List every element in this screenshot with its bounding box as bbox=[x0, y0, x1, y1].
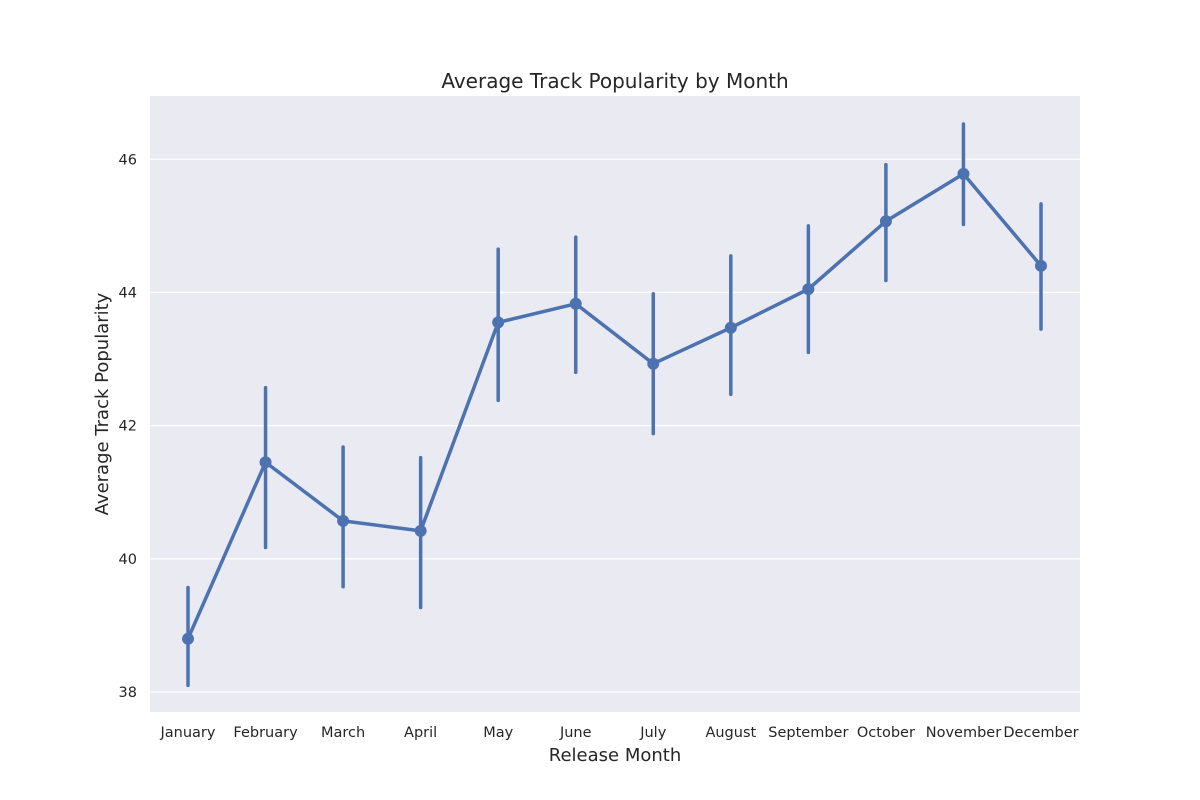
data-point bbox=[957, 167, 970, 180]
x-axis-ticks: January February March April May June July Augu… bbox=[160, 725, 1079, 741]
x-tick-label: September bbox=[768, 725, 848, 741]
chart-title: Average Track Popularity by Month bbox=[441, 69, 788, 93]
x-axis-label: Release Month bbox=[549, 745, 681, 766]
y-tick-label: 42 bbox=[119, 419, 137, 435]
series-line bbox=[186, 172, 1043, 641]
y-tick-label: 38 bbox=[119, 685, 137, 701]
data-point bbox=[647, 357, 660, 370]
data-point bbox=[414, 524, 427, 537]
series-lines bbox=[186, 172, 1043, 641]
data-point bbox=[1035, 259, 1047, 272]
y-tick-label: 40 bbox=[119, 552, 137, 568]
x-tick-label: November bbox=[926, 725, 1001, 741]
x-tick-label: August bbox=[705, 725, 756, 741]
data-point bbox=[259, 456, 272, 469]
data-point bbox=[879, 215, 892, 228]
x-tick-label: October bbox=[857, 725, 915, 741]
x-tick-label: April bbox=[404, 725, 437, 741]
x-tick-label: January bbox=[160, 725, 216, 741]
data-points bbox=[182, 167, 1047, 645]
x-tick-label: February bbox=[233, 725, 298, 741]
x-tick-label: May bbox=[483, 725, 513, 741]
data-point bbox=[337, 514, 350, 527]
x-tick-label: March bbox=[321, 725, 365, 741]
grid-lines bbox=[150, 158, 1080, 693]
y-axis-label: Average Track Popularity bbox=[92, 292, 113, 515]
data-point bbox=[569, 297, 582, 310]
data-point bbox=[492, 316, 505, 329]
data-point bbox=[724, 321, 737, 334]
x-tick-label: June bbox=[559, 725, 592, 741]
x-tick-label: July bbox=[639, 725, 666, 741]
y-tick-label: 46 bbox=[119, 152, 137, 168]
x-tick-label: December bbox=[1003, 725, 1078, 741]
y-axis-ticks: 38 40 42 44 46 bbox=[119, 152, 137, 701]
y-tick-label: 44 bbox=[119, 285, 137, 301]
data-point bbox=[802, 283, 815, 296]
data-point bbox=[182, 632, 194, 645]
